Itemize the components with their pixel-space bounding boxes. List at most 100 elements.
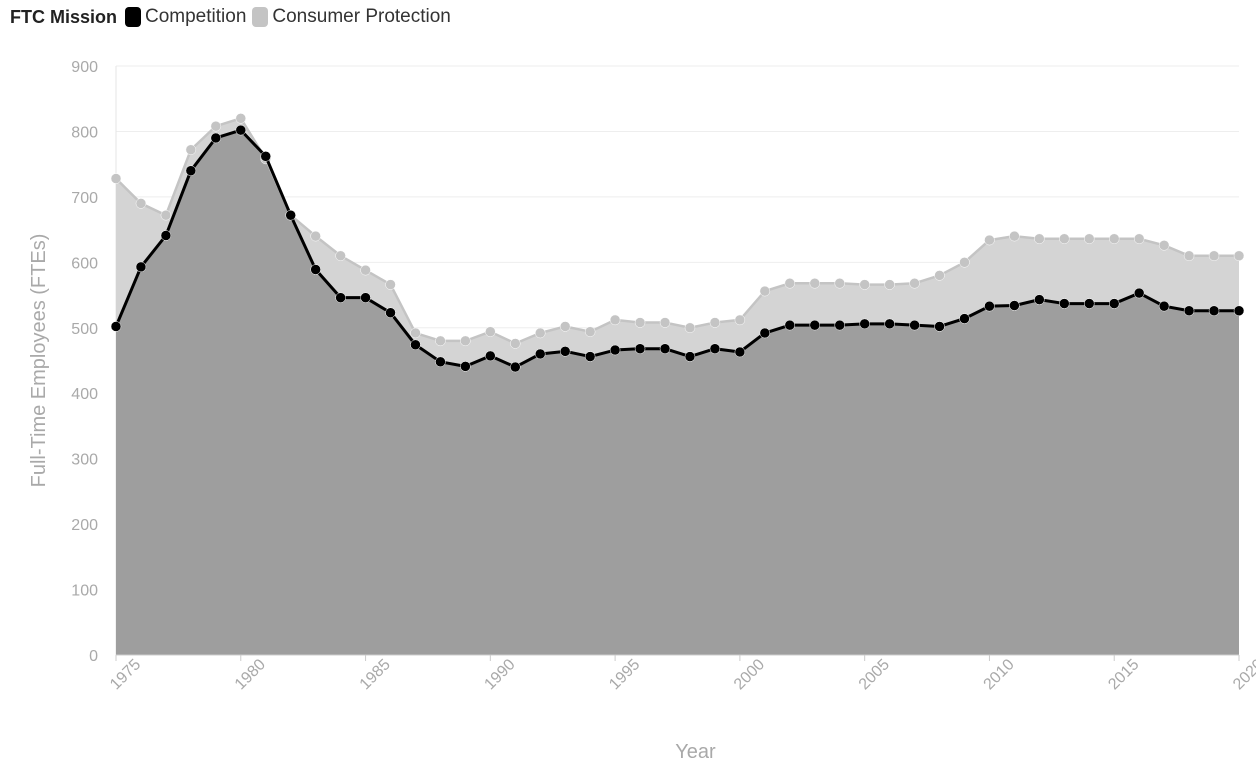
point-competition-1989: [460, 361, 471, 372]
point-competition-1976: [135, 261, 147, 273]
point-consumer-protection-1984: [335, 250, 346, 262]
point-consumer-protection-2010: [984, 234, 995, 246]
y-tick-label-600: 600: [71, 255, 98, 272]
point-consumer-protection-1992: [534, 327, 546, 339]
y-tick-label-100: 100: [71, 583, 98, 600]
point-competition-2019: [1208, 305, 1220, 317]
point-competition-2002: [784, 319, 796, 331]
point-consumer-protection-2005: [859, 279, 870, 290]
point-consumer-protection-1998: [684, 322, 696, 334]
point-consumer-protection-2000: [734, 314, 746, 326]
point-competition-1991: [510, 361, 521, 373]
y-tick-label-800: 800: [71, 124, 98, 141]
point-consumer-protection-2009: [959, 257, 970, 268]
point-competition-2011: [1009, 300, 1020, 311]
point-consumer-protection-1988: [435, 335, 446, 347]
y-tick-label-500: 500: [71, 321, 98, 338]
point-consumer-protection-1980: [235, 113, 247, 124]
point-competition-1986: [385, 307, 396, 318]
point-consumer-protection-2016: [1133, 233, 1145, 245]
legend-item-consumer-protection[interactable]: Consumer Protection: [252, 6, 451, 28]
point-consumer-protection-2011: [1009, 230, 1020, 242]
point-competition-2008: [934, 321, 945, 332]
point-consumer-protection-2020: [1233, 250, 1245, 262]
point-competition-2007: [909, 319, 920, 331]
x-tick-label-2010: 2010: [981, 656, 1018, 693]
point-consumer-protection-1978: [185, 144, 197, 156]
x-tick-label-2000: 2000: [731, 656, 768, 693]
point-competition-2001: [759, 327, 771, 339]
y-tick-label-0: 0: [89, 648, 98, 665]
legend-label-competition: Competition: [145, 6, 247, 27]
point-consumer-protection-1989: [460, 335, 471, 347]
point-competition-2015: [1108, 298, 1120, 309]
legend: FTC Mission Competition Consumer Protect…: [10, 6, 457, 28]
point-consumer-protection-2007: [909, 278, 920, 289]
point-competition-1981: [260, 151, 271, 162]
point-consumer-protection-1987: [410, 327, 421, 339]
point-competition-1990: [485, 350, 496, 362]
point-consumer-protection-1979: [210, 120, 222, 132]
point-competition-1983: [310, 264, 321, 275]
point-consumer-protection-2001: [759, 285, 771, 297]
point-competition-2000: [734, 346, 746, 358]
point-competition-1977: [160, 230, 172, 241]
x-tick-label-1975: 1975: [107, 656, 144, 693]
point-consumer-protection-1995: [609, 314, 621, 326]
legend-swatch-competition: [125, 7, 141, 27]
x-tick-label-1985: 1985: [357, 656, 394, 693]
point-consumer-protection-2004: [834, 278, 845, 289]
point-consumer-protection-2006: [884, 279, 895, 290]
y-tick-label-400: 400: [71, 386, 98, 403]
point-competition-2006: [884, 318, 895, 330]
point-consumer-protection-2019: [1208, 250, 1220, 262]
point-consumer-protection-2002: [784, 278, 796, 289]
point-consumer-protection-1997: [659, 317, 671, 328]
point-competition-2010: [984, 300, 995, 312]
point-competition-1995: [609, 344, 621, 356]
point-competition-2020: [1233, 305, 1245, 317]
x-axis-title: Year: [675, 741, 716, 763]
line-consumer-protection: [115, 117, 1239, 345]
y-axis-title: Full-Time Employees (FTEs): [28, 234, 50, 488]
y-tick-label-200: 200: [71, 517, 98, 534]
point-consumer-protection-2018: [1183, 250, 1195, 262]
point-competition-1993: [559, 346, 571, 357]
point-competition-2014: [1084, 298, 1095, 309]
point-competition-2012: [1034, 294, 1045, 305]
point-consumer-protection-2017: [1158, 240, 1170, 251]
point-consumer-protection-1977: [160, 209, 172, 221]
point-consumer-protection-2003: [809, 278, 821, 289]
x-tick-label-2005: 2005: [856, 656, 893, 693]
point-consumer-protection-2014: [1084, 233, 1095, 245]
point-consumer-protection-2013: [1059, 233, 1070, 245]
point-competition-1975: [110, 321, 122, 332]
point-competition-1979: [210, 132, 222, 144]
x-tick-label-1980: 1980: [232, 656, 269, 693]
point-competition-1994: [584, 351, 596, 362]
point-consumer-protection-1994: [584, 326, 596, 337]
point-consumer-protection-1975: [110, 173, 122, 184]
point-consumer-protection-2015: [1108, 233, 1120, 245]
point-consumer-protection-1999: [709, 317, 721, 328]
legend-item-competition[interactable]: Competition: [125, 6, 246, 28]
point-competition-1982: [285, 209, 296, 221]
legend-title: FTC Mission: [10, 6, 117, 27]
point-competition-1996: [634, 343, 646, 354]
point-consumer-protection-2008: [934, 270, 945, 281]
point-competition-1984: [335, 292, 346, 303]
point-competition-1997: [659, 343, 671, 354]
point-competition-2003: [809, 319, 821, 331]
point-consumer-protection-1985: [360, 264, 371, 276]
point-competition-1987: [410, 339, 421, 351]
y-tick-label-700: 700: [71, 190, 98, 207]
point-competition-1988: [435, 356, 446, 368]
line-competition: [114, 128, 1239, 369]
point-competition-1978: [185, 165, 197, 176]
legend-swatch-consumer-protection: [252, 7, 269, 27]
point-competition-1998: [684, 351, 696, 362]
point-competition-2016: [1133, 287, 1145, 299]
point-consumer-protection-1990: [485, 326, 496, 337]
x-tick-label-1995: 1995: [606, 656, 643, 693]
